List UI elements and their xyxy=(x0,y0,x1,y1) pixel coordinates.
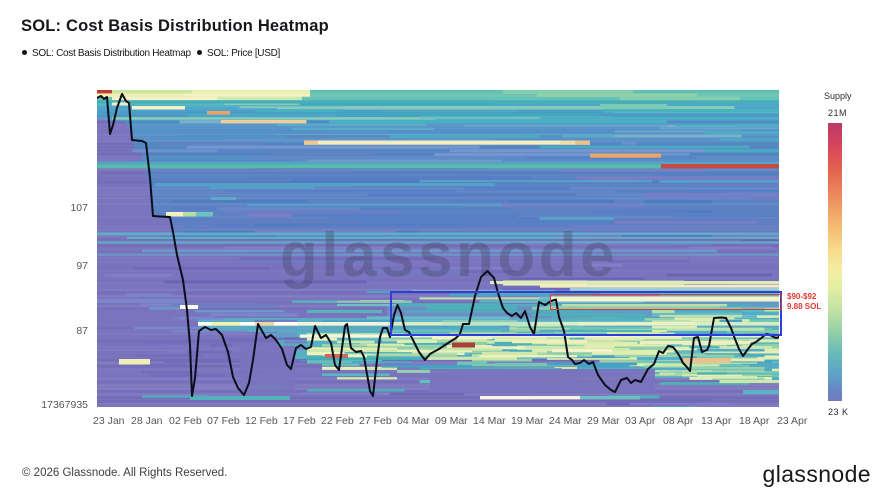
svg-text:glassnode: glassnode xyxy=(280,221,618,290)
